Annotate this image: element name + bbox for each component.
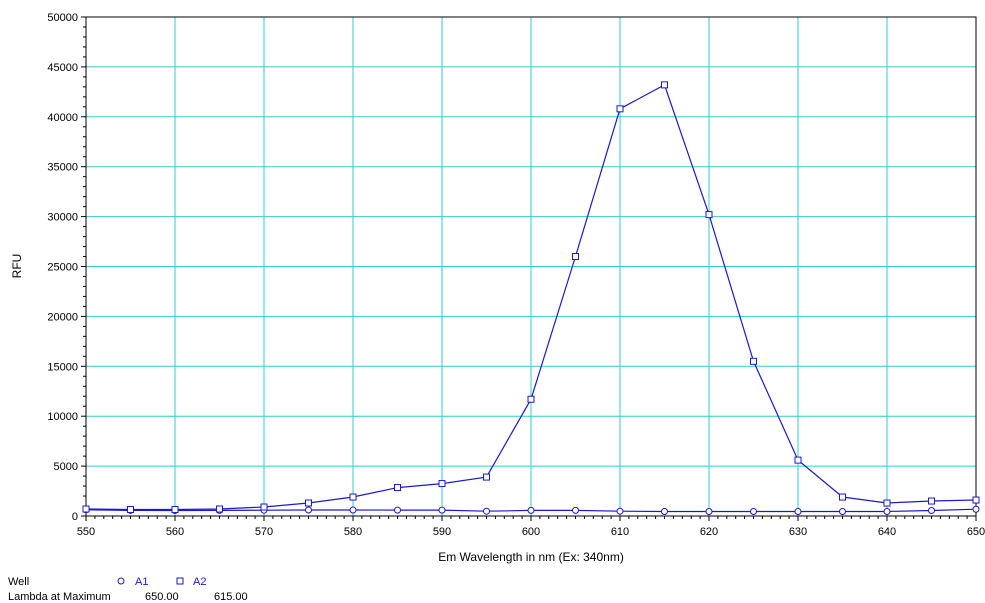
series-a2-point xyxy=(972,496,980,504)
y-tick-label: 0 xyxy=(72,511,78,523)
y-tick-label: 10000 xyxy=(47,411,78,423)
x-tick-label: 570 xyxy=(255,526,273,538)
x-tick-label: 650 xyxy=(967,526,985,538)
series-a2-point xyxy=(349,493,357,501)
series-a1-point xyxy=(928,507,935,515)
series-a2-point xyxy=(750,357,757,365)
series-a2-point xyxy=(794,456,802,464)
y-tick-label: 30000 xyxy=(47,212,78,224)
series-a2-point xyxy=(572,253,579,261)
legend-a1-circle-marker xyxy=(117,577,125,585)
series-a2-point xyxy=(260,503,268,511)
series-a1-point xyxy=(572,506,579,514)
x-tick-label: 620 xyxy=(700,526,718,538)
x-tick-label: 550 xyxy=(77,526,95,538)
legend-well-label: Well xyxy=(8,576,29,588)
x-tick-label: 590 xyxy=(433,526,451,538)
series-a2-point xyxy=(883,499,891,507)
series-a1-point xyxy=(972,505,980,513)
series-a2-point xyxy=(839,493,846,501)
legend: Well Lambda at Maximum A1 650.00 A2 615.… xyxy=(8,576,248,603)
series-a1-point xyxy=(394,506,401,514)
grid xyxy=(86,17,976,516)
series-a1-point xyxy=(705,508,713,516)
series-a2-point xyxy=(928,497,935,505)
series-layer xyxy=(82,81,980,516)
series-a2-point xyxy=(705,211,713,219)
series-a2-point xyxy=(527,395,535,403)
x-tick-label: 630 xyxy=(789,526,807,538)
series-a2-point xyxy=(305,499,312,507)
y-axis-title: RFU xyxy=(10,254,24,279)
x-tick-label: 580 xyxy=(344,526,362,538)
y-tick-label: 50000 xyxy=(47,12,78,24)
series-a2-point xyxy=(216,505,223,513)
series-a2-point xyxy=(127,506,134,514)
series-a1-point xyxy=(794,508,802,516)
y-tick-label: 35000 xyxy=(47,162,78,174)
x-tick-label: 600 xyxy=(522,526,540,538)
y-tick-label: 40000 xyxy=(47,112,78,124)
series-a2-point xyxy=(82,505,90,513)
series-a1-point xyxy=(750,508,757,516)
legend-lambda-label: Lambda at Maximum xyxy=(8,591,111,603)
x-axis-title: Em Wavelength in nm (Ex: 340nm) xyxy=(438,550,624,564)
legend-a1-lambda: 650.00 xyxy=(145,591,179,603)
legend-a1-name: A1 xyxy=(135,576,148,588)
series-a1-point xyxy=(661,508,668,516)
series-a1-point xyxy=(305,506,312,514)
series-a2-point xyxy=(171,506,179,514)
series-a2-point xyxy=(661,81,668,89)
legend-a2-name: A2 xyxy=(193,576,206,588)
y-tick-label: 5000 xyxy=(54,461,78,473)
series-a1-point xyxy=(883,508,891,516)
y-tick-label: 45000 xyxy=(47,62,78,74)
x-tick-label: 560 xyxy=(166,526,184,538)
series-a2-point xyxy=(438,480,446,488)
series-a1-point xyxy=(483,507,490,515)
series-a1-point xyxy=(527,506,535,514)
series-a1-point xyxy=(438,506,446,514)
series-a2 xyxy=(82,81,980,514)
series-a1-point xyxy=(616,507,624,515)
series-a2-point xyxy=(616,105,624,113)
x-tick-label: 640 xyxy=(878,526,896,538)
legend-a2-square-marker xyxy=(176,577,184,585)
series-a1-point xyxy=(349,506,357,514)
y-tick-label: 25000 xyxy=(47,262,78,274)
x-tick-label: 610 xyxy=(611,526,629,538)
series-a2-point xyxy=(483,473,490,481)
series-a1-point xyxy=(839,508,846,516)
legend-a2-lambda: 615.00 xyxy=(214,591,248,603)
y-tick-label: 20000 xyxy=(47,311,78,323)
y-tick-label: 15000 xyxy=(47,361,78,373)
y-axis: 0 5000 10000 15000 20000 25000 30000 35000 40000… xyxy=(47,12,86,523)
x-axis: 550 560 570 580 590 600 610 620 630 640 650 xyxy=(77,516,985,538)
series-a2-point xyxy=(394,484,401,492)
